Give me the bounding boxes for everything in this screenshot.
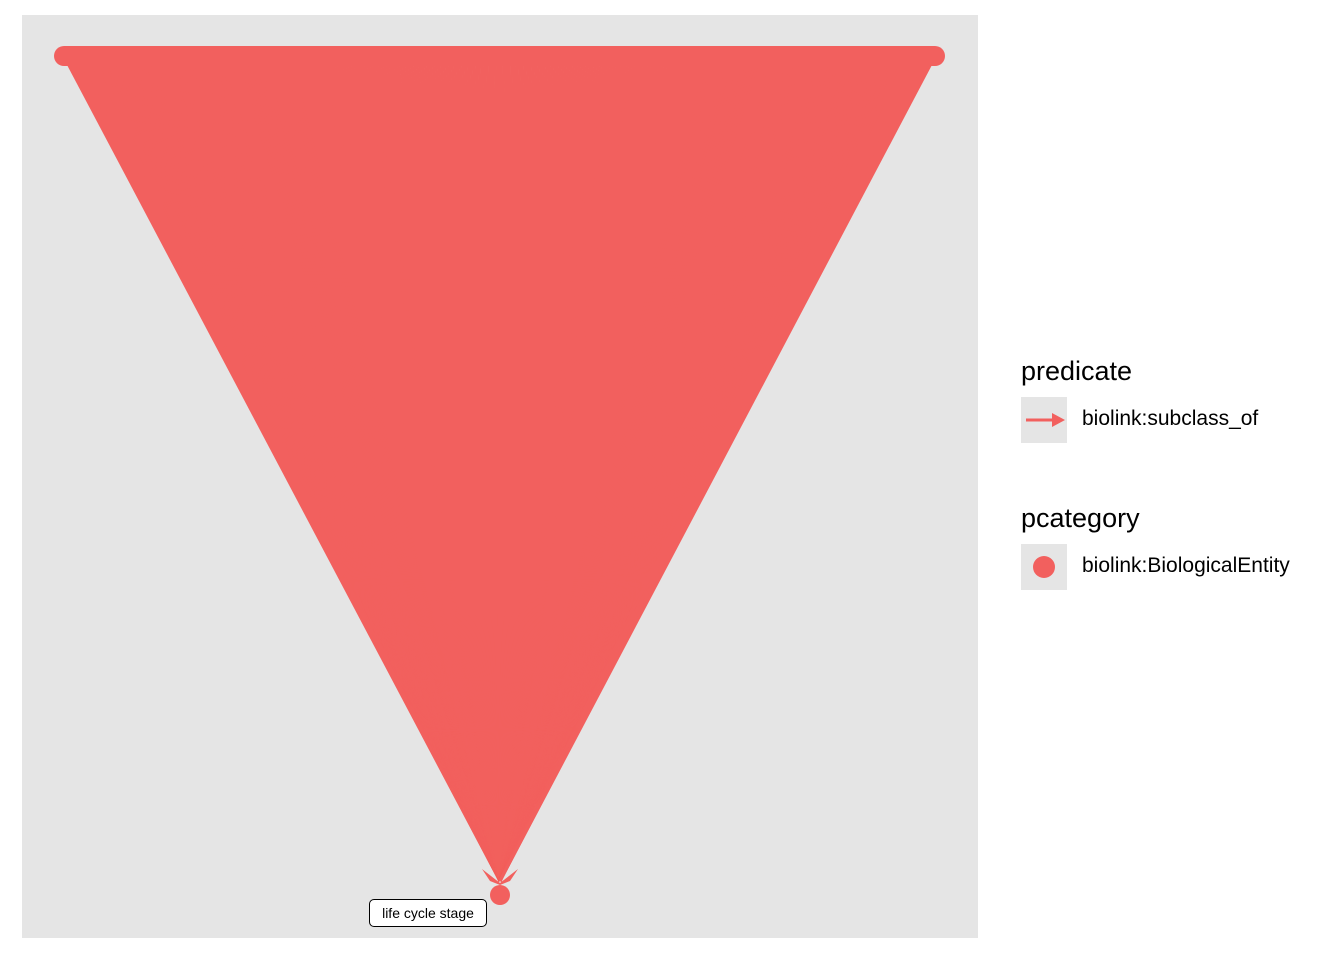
subclass-of-edge (498, 55, 937, 882)
edge-group (62, 55, 937, 885)
arrow-icon (1026, 413, 1065, 427)
network-graph (54, 46, 945, 905)
legend-predicate-key (1021, 397, 1067, 443)
legend-predicate-label: biolink:subclass_of (1082, 407, 1259, 430)
legend-predicate-item: biolink:subclass_of (1021, 397, 1258, 443)
legend-predicate-title: predicate (1021, 356, 1133, 386)
dot-icon (1033, 556, 1055, 578)
legend-pcategory-label: biolink:BiologicalEntity (1082, 554, 1290, 577)
graph-panel: life cycle stage (22, 15, 978, 938)
node-label-life-cycle-stage: life cycle stage (369, 899, 487, 927)
center-node[interactable] (490, 885, 510, 905)
legend-pcategory: pcategory biolink:BiologicalEntity (1021, 503, 1290, 590)
legend-pcategory-item: biolink:BiologicalEntity (1021, 544, 1290, 590)
legend-predicate: predicate biolink:subclass_of (1021, 356, 1258, 443)
node-group (54, 46, 945, 905)
legend-pcategory-title: pcategory (1021, 503, 1140, 533)
edge-arrowheads (482, 869, 518, 885)
legend-pcategory-key (1021, 544, 1067, 590)
